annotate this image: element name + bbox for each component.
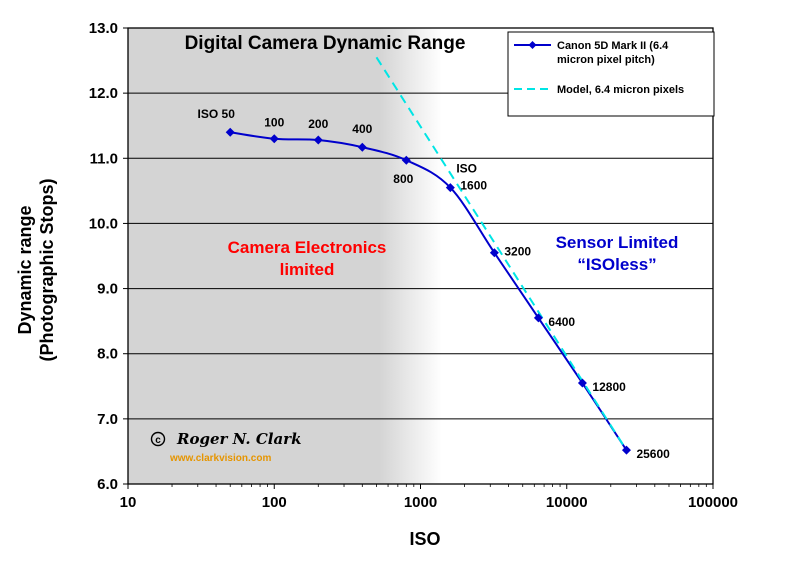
- legend-marker-series-1: [528, 41, 537, 49]
- data-point-6400: [533, 313, 543, 323]
- data-point-50: [225, 127, 235, 137]
- y-tick-label-6: 12.0: [89, 85, 118, 102]
- point-label-12800: 12800: [592, 380, 626, 394]
- electronics-limited-shading: [128, 28, 442, 484]
- series-model-line: [375, 56, 628, 451]
- legend: Canon 5D Mark II (6.4 micron pixel pitch…: [507, 31, 715, 117]
- x-tick-label-4: 100000: [688, 494, 738, 511]
- point-label-400: 400: [352, 122, 372, 136]
- sensor-limited-label-line2: “ISOless”: [577, 255, 656, 274]
- y-tick-label-2: 8.0: [97, 346, 118, 363]
- point-label-1600-line2: 1600: [460, 179, 487, 193]
- point-label-200: 200: [308, 117, 328, 131]
- copyright-symbol: c: [155, 435, 161, 446]
- y-tick-label-1: 7.0: [97, 411, 118, 428]
- point-label-6400: 6400: [548, 315, 575, 329]
- point-label-3200: 3200: [504, 245, 531, 259]
- point-label-1600-line1: ISO: [456, 162, 477, 176]
- legend-label-series-1-line1: Canon 5D Mark II (6.4: [557, 40, 669, 52]
- data-point-800: [401, 155, 411, 165]
- data-point-400: [357, 142, 367, 152]
- series-layer: [225, 56, 631, 455]
- x-axis-title: ISO: [409, 529, 440, 549]
- electronics-limited-label-line1: Camera Electronics: [228, 238, 387, 257]
- y-tick-label-0: 6.0: [97, 476, 118, 493]
- point-label-50: ISO 50: [198, 107, 236, 121]
- copyright-name: Roger N. Clark: [176, 430, 301, 448]
- y-tick-label-7: 13.0: [89, 20, 118, 37]
- electronics-limited-label-line2: limited: [280, 260, 335, 279]
- y-tick-label-3: 9.0: [97, 281, 118, 298]
- data-point-200: [313, 135, 323, 145]
- data-point-12800: [577, 378, 587, 388]
- x-tick-label-0: 10: [120, 494, 137, 511]
- legend-label-series-2: Model, 6.4 micron pixels: [557, 84, 684, 96]
- y-tick-label-5: 11.0: [90, 150, 118, 167]
- y-axis-title-line2: (Photographic Stops): [37, 179, 57, 362]
- y-tick-label-4: 10.0: [89, 215, 118, 232]
- x-tick-label-1: 100: [262, 494, 287, 511]
- data-point-1600: [445, 183, 455, 193]
- copyright-url: www.clarkvision.com: [169, 453, 271, 464]
- x-tick-label-2: 1000: [404, 494, 437, 511]
- sensor-limited-label-line1: Sensor Limited: [556, 233, 679, 252]
- legend-label-series-1-line2: micron pixel pitch): [557, 54, 655, 66]
- point-label-100: 100: [264, 116, 284, 130]
- chart-title: Digital Camera Dynamic Range: [185, 33, 466, 54]
- axes: 6.0 7.0 8.0 9.0 10.0 11.0 12.0 13.0 10 100 1000 100…: [89, 20, 738, 511]
- point-label-800: 800: [393, 172, 413, 186]
- point-label-25600: 25600: [636, 447, 670, 461]
- x-tick-label-3: 10000: [546, 494, 588, 511]
- point-labels: ISO 50 100 200 400 800 ISO 1600 3200 6400 12800 25…: [198, 107, 671, 461]
- series-canon-5d-mark-ii-line: [230, 131, 628, 451]
- data-point-25600: [621, 445, 631, 455]
- copyright-circle: [150, 431, 166, 447]
- data-point-100: [269, 134, 279, 144]
- copyright-signature: c Roger N. Clark www.clarkvision.com: [150, 430, 301, 464]
- data-point-3200: [489, 248, 499, 258]
- y-axis-title-line1: Dynamic range: [15, 205, 35, 334]
